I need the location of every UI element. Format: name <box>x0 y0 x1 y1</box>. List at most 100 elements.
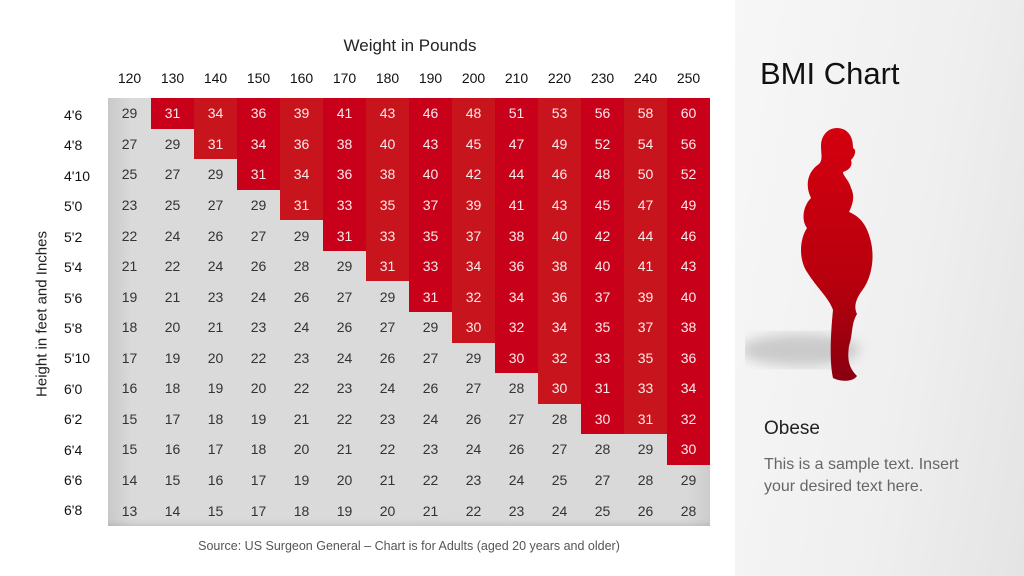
bmi-cell: 19 <box>293 472 310 489</box>
height-label: 5'6 <box>64 289 83 306</box>
bmi-cell: 25 <box>551 472 568 489</box>
height-label: 6'2 <box>64 411 83 428</box>
bmi-cell: 27 <box>207 196 224 213</box>
bmi-cell-obese: 37 <box>624 311 667 343</box>
bmi-cell-obese: 34 <box>237 128 280 160</box>
bmi-cell-obese: 33 <box>581 342 624 374</box>
bmi-cell-obese: 31 <box>151 98 194 129</box>
bmi-cell-obese: 40 <box>667 281 710 312</box>
bmi-cell: 24 <box>465 441 482 458</box>
height-label: 5'0 <box>64 198 83 215</box>
bmi-cell: 26 <box>293 288 310 305</box>
bmi-cell-obese: 45 <box>581 189 624 221</box>
bmi-cell-obese: 43 <box>538 189 581 221</box>
bmi-cell-obese: 32 <box>538 342 581 374</box>
bmi-cell: 23 <box>379 410 396 427</box>
bmi-cell: 23 <box>121 196 138 213</box>
bmi-cell: 15 <box>207 502 224 519</box>
bmi-cell: 19 <box>164 349 181 366</box>
bmi-cell-obese: 49 <box>538 128 581 160</box>
bmi-cell-obese: 56 <box>667 128 710 160</box>
height-label: 5'8 <box>64 319 83 336</box>
bmi-cell: 18 <box>250 441 267 458</box>
bmi-cell: 26 <box>250 258 267 275</box>
bmi-cell: 29 <box>422 319 439 336</box>
bmi-cell: 29 <box>121 105 138 122</box>
side-panel <box>735 0 1024 576</box>
bmi-cell: 17 <box>121 349 138 366</box>
bmi-cell-obese: 47 <box>495 128 538 160</box>
bmi-cell: 26 <box>379 349 396 366</box>
bmi-cell: 20 <box>207 349 224 366</box>
weight-column-headers: 120 130 140 150 160 170 180 190 200 210 220 230 240 2… <box>108 70 710 88</box>
bmi-cell-obese: 35 <box>409 220 452 251</box>
bmi-cell-obese: 58 <box>624 98 667 129</box>
bmi-cell: 20 <box>164 319 181 336</box>
bmi-cell: 22 <box>250 349 267 366</box>
bmi-cell-obese: 34 <box>538 311 581 343</box>
bmi-cell: 27 <box>594 472 611 489</box>
bmi-cell-obese: 34 <box>667 373 710 404</box>
bmi-cell-obese: 32 <box>452 281 495 312</box>
bmi-cell-obese: 34 <box>280 159 323 190</box>
bmi-cell-obese: 38 <box>667 311 710 343</box>
bmi-cell: 19 <box>250 410 267 427</box>
x-axis-title: Weight in Pounds <box>343 36 477 55</box>
bmi-cell-obese: 36 <box>323 159 366 190</box>
weight-header: 250 <box>676 70 701 86</box>
bmi-cell: 28 <box>508 380 525 397</box>
bmi-cell: 19 <box>121 288 138 305</box>
bmi-cell-obese: 46 <box>667 220 710 251</box>
bmi-cell-obese: 32 <box>667 403 710 435</box>
bmi-cell-obese: 43 <box>667 250 710 282</box>
bmi-cell-obese: 38 <box>366 159 409 190</box>
bmi-cell-obese: 31 <box>366 250 409 282</box>
bmi-cell: 20 <box>293 441 310 458</box>
bmi-cell: 23 <box>336 380 353 397</box>
bmi-cell-obese: 36 <box>667 342 710 374</box>
bmi-cell: 27 <box>336 288 353 305</box>
bmi-cell: 24 <box>207 258 224 275</box>
bmi-cell: 26 <box>465 410 482 427</box>
bmi-cell: 21 <box>379 472 396 489</box>
bmi-cell: 29 <box>250 196 267 213</box>
bmi-cell-obese: 44 <box>495 159 538 190</box>
bmi-cell-obese: 47 <box>624 189 667 221</box>
bmi-cell-obese: 36 <box>538 281 581 312</box>
bmi-cell: 21 <box>422 502 439 519</box>
bmi-cell-obese: 31 <box>280 189 323 221</box>
bmi-cell-obese: 52 <box>667 159 710 190</box>
bmi-cell: 29 <box>164 135 181 152</box>
bmi-cell: 23 <box>508 502 525 519</box>
bmi-cell-obese: 34 <box>452 250 495 282</box>
bmi-cell: 14 <box>164 502 181 519</box>
bmi-cell-obese: 36 <box>280 128 323 160</box>
bmi-cell-obese: 54 <box>624 128 667 160</box>
bmi-cell: 24 <box>293 319 310 336</box>
bmi-cell-obese: 53 <box>538 98 581 129</box>
bmi-cell-obese: 31 <box>581 373 624 404</box>
bmi-cell-obese: 38 <box>538 250 581 282</box>
bmi-cell-obese: 35 <box>624 342 667 374</box>
bmi-cell-obese: 43 <box>366 98 409 129</box>
bmi-cell-obese: 42 <box>581 220 624 251</box>
height-row-labels: 4'6 4'8 4'10 5'0 5'2 5'4 5'6 5'8 5'10 6'0 6'2 6'4 6'… <box>64 100 90 526</box>
bmi-cell: 20 <box>379 502 396 519</box>
height-label: 4'6 <box>64 107 83 123</box>
weight-header: 200 <box>461 70 486 86</box>
bmi-cell-obese: 48 <box>452 98 495 129</box>
height-label: 5'2 <box>64 228 83 245</box>
bmi-cell: 16 <box>121 380 138 397</box>
obese-description: This is a sample text. Insert your desir… <box>764 456 959 495</box>
slide-title: BMI Chart <box>760 56 900 91</box>
height-label: 4'10 <box>64 167 91 184</box>
bmi-cell: 24 <box>422 410 439 427</box>
bmi-cell: 27 <box>379 319 396 336</box>
bmi-cell-obese: 31 <box>409 281 452 312</box>
bmi-cell-obese: 40 <box>409 159 452 190</box>
bmi-cell: 26 <box>207 227 224 244</box>
obese-person-silhouette-icon <box>745 127 873 381</box>
height-label: 5'10 <box>64 350 91 367</box>
bmi-cell: 28 <box>637 472 654 489</box>
bmi-cell: 22 <box>121 227 138 244</box>
